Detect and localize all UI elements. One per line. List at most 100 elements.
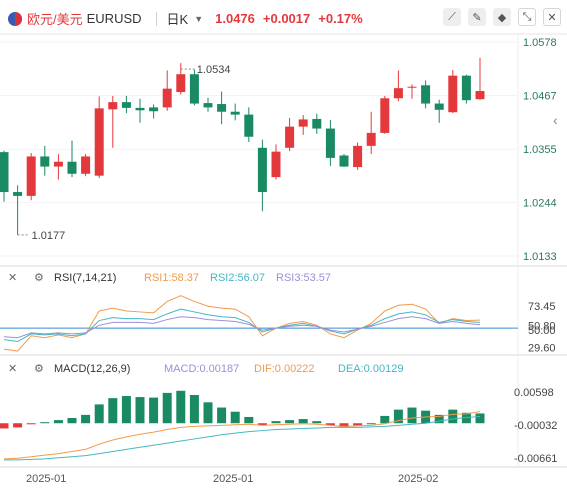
candle-body xyxy=(298,119,308,127)
close-icon[interactable]: ✕ xyxy=(543,8,561,26)
macd-legend-dif: DIF:0.00222 xyxy=(254,363,315,375)
pair-name[interactable]: 欧元/美元 xyxy=(27,12,83,27)
hide-indicator-icon: ✕ xyxy=(8,272,17,284)
candle-body xyxy=(366,132,376,146)
high-price-label: 1.0534 xyxy=(197,64,231,76)
dea-line xyxy=(4,415,481,461)
candle-body xyxy=(353,145,363,168)
macd-histogram-bar xyxy=(0,423,9,429)
time-axis-label: 2025-01 xyxy=(213,473,253,485)
candle-body xyxy=(67,161,77,174)
dif-line xyxy=(3,411,481,460)
collapse-arrow-icon: ‹ xyxy=(553,112,558,128)
candle-body xyxy=(189,74,199,104)
macd-histogram-bar xyxy=(176,390,186,424)
candle-body xyxy=(108,102,118,110)
macd-histogram-bar xyxy=(461,412,471,424)
eraser-icon[interactable]: ◆ xyxy=(493,8,511,26)
macd-histogram-bar xyxy=(285,420,295,424)
macd-histogram-bar xyxy=(312,421,322,424)
macd-histogram-bar xyxy=(366,423,376,425)
macd-histogram-bar xyxy=(53,420,63,424)
macd-histogram-bar xyxy=(149,397,159,424)
candle-body xyxy=(217,104,227,112)
macd-histogram-bar xyxy=(434,414,444,424)
rsi-tick-label: 50.00 xyxy=(528,325,556,337)
candle-body xyxy=(94,108,104,176)
candle-body xyxy=(121,102,131,108)
rsi-indicator-label: RSI(7,14,21) xyxy=(54,272,116,284)
price-tick-label: 1.0578 xyxy=(523,37,557,49)
header-row: 欧元/美元 EURUSD 日K ▼ 1.0476 +0.0017 +0.17% xyxy=(8,9,363,28)
settings-icon: ⚙ xyxy=(34,272,44,284)
macd-indicator-label: MACD(12,26,9) xyxy=(54,363,130,375)
rsi-series-line xyxy=(3,316,481,339)
macd-tick-label: -0.00032 xyxy=(514,420,557,432)
chart-header: 欧元/美元 EURUSD 日K ▼ 1.0476 +0.0017 +0.17% … xyxy=(0,0,567,34)
candle-body xyxy=(475,91,485,100)
price-tick-label: 1.0467 xyxy=(523,90,557,102)
rsi-tick-label: 73.45 xyxy=(528,301,556,313)
price-tick-label: 1.0133 xyxy=(523,251,557,263)
time-axis-label: 2025-01 xyxy=(26,473,66,485)
candle-body xyxy=(448,75,458,113)
macd-histogram-bar xyxy=(271,421,281,424)
macd-histogram-bar xyxy=(81,414,91,424)
chevron-down-icon[interactable]: ▼ xyxy=(194,13,204,24)
macd-tick-label: 0.00598 xyxy=(514,387,554,399)
price-tick-label: 1.0355 xyxy=(523,144,557,156)
toolbar: ⟋ ✎ ◆ ⤡ ✕ xyxy=(436,8,561,26)
macd-histogram-bar xyxy=(203,402,213,424)
macd-histogram-bar xyxy=(244,416,254,424)
low-price-label: 1.0177 xyxy=(32,230,66,242)
draw-line-icon[interactable]: ⟋ xyxy=(443,8,461,26)
candle-body xyxy=(230,111,240,115)
macd-histogram-bar xyxy=(26,423,36,425)
candle-body xyxy=(26,156,36,196)
macd-histogram-bar xyxy=(393,409,403,424)
candle-body xyxy=(257,147,267,193)
candle-body xyxy=(203,103,213,108)
candle-body xyxy=(285,126,295,148)
candle-body xyxy=(53,161,63,167)
candle-body xyxy=(312,118,322,129)
price-change: +0.0017 xyxy=(262,11,311,26)
candle-body xyxy=(176,74,186,93)
candle-body xyxy=(40,156,50,167)
time-axis-label: 2025-02 xyxy=(398,473,438,485)
macd-histogram-bar xyxy=(94,404,104,424)
candle-body xyxy=(325,128,335,158)
rsi-tick-label: 50.80 xyxy=(528,320,556,332)
macd-histogram-bar xyxy=(257,423,267,426)
candle-body xyxy=(13,192,23,196)
candle-body xyxy=(149,107,159,112)
pencil-icon[interactable]: ✎ xyxy=(468,8,486,26)
price-change-percent: +0.17% xyxy=(318,11,363,26)
macd-tick-label: -0.00661 xyxy=(514,453,557,465)
macd-legend-dea: DEA:0.00129 xyxy=(338,363,403,375)
candle-body xyxy=(81,156,91,174)
macd-histogram-bar xyxy=(448,409,458,424)
collapse-icon[interactable]: ⤡ xyxy=(518,8,536,26)
hide-indicator-icon: ✕ xyxy=(8,363,17,375)
candle-body xyxy=(380,98,390,133)
rsi-series-line xyxy=(3,308,481,343)
macd-histogram-bar xyxy=(217,407,227,424)
period-selector[interactable]: 日K xyxy=(166,12,189,27)
macd-histogram-bar xyxy=(475,413,485,424)
macd-legend-macd: MACD:0.00187 xyxy=(164,363,239,375)
currency-flag-icon xyxy=(8,11,22,26)
rsi-legend-rsi2: RSI2:56.07 xyxy=(210,272,265,284)
candle-body xyxy=(393,88,403,99)
pair-code: EURUSD xyxy=(86,11,142,26)
candle-body xyxy=(135,107,145,111)
macd-histogram-bar xyxy=(40,422,50,424)
candle-body xyxy=(271,151,281,178)
macd-histogram-bar xyxy=(230,411,240,424)
macd-histogram-bar xyxy=(108,398,118,424)
rsi-tick-label: 29.60 xyxy=(528,343,556,355)
macd-histogram-bar xyxy=(121,396,131,424)
macd-histogram-bar xyxy=(135,397,145,424)
rsi-legend-rsi1: RSI1:58.37 xyxy=(144,272,199,284)
